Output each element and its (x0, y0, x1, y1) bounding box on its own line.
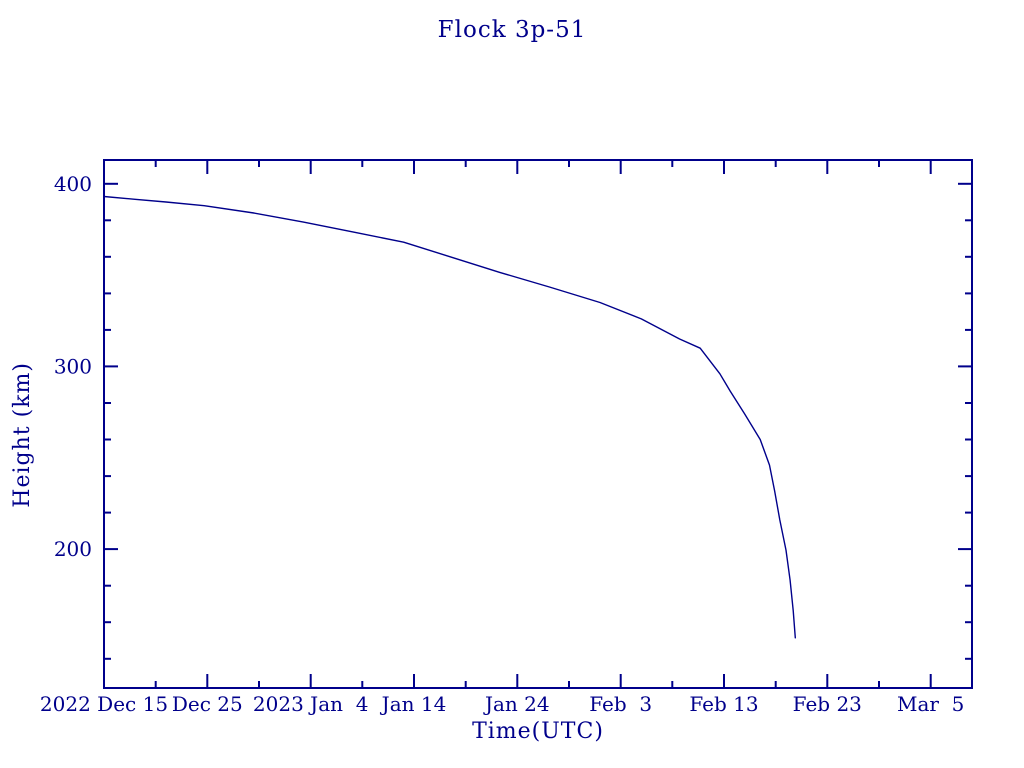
x-tick-label: Feb 13 (689, 692, 758, 716)
chart-title: Flock 3p-51 (437, 17, 587, 43)
x-axis-label: Time(UTC) (472, 719, 604, 744)
x-tick-label: 2022 Dec 15 (40, 692, 168, 716)
x-tick-label: Mar 5 (897, 692, 964, 716)
x-tick-label: 2023 Jan 4 (253, 692, 369, 716)
x-tick-label: Jan 14 (380, 692, 447, 716)
y-tick-label: 200 (54, 537, 92, 561)
decay-curve (103, 195, 796, 639)
y-axis-label-wrap: Height (km) (2, 335, 42, 535)
x-tick-label: Feb 3 (589, 692, 652, 716)
x-tick-label: Feb 23 (793, 692, 862, 716)
plot-border (103, 159, 973, 689)
y-axis-label: Height (km) (9, 362, 35, 508)
y-tick-label: 300 (54, 354, 92, 378)
x-tick-label: Jan 24 (483, 692, 550, 716)
x-tick-label: Dec 25 (172, 692, 243, 716)
y-tick-label: 400 (54, 172, 92, 196)
